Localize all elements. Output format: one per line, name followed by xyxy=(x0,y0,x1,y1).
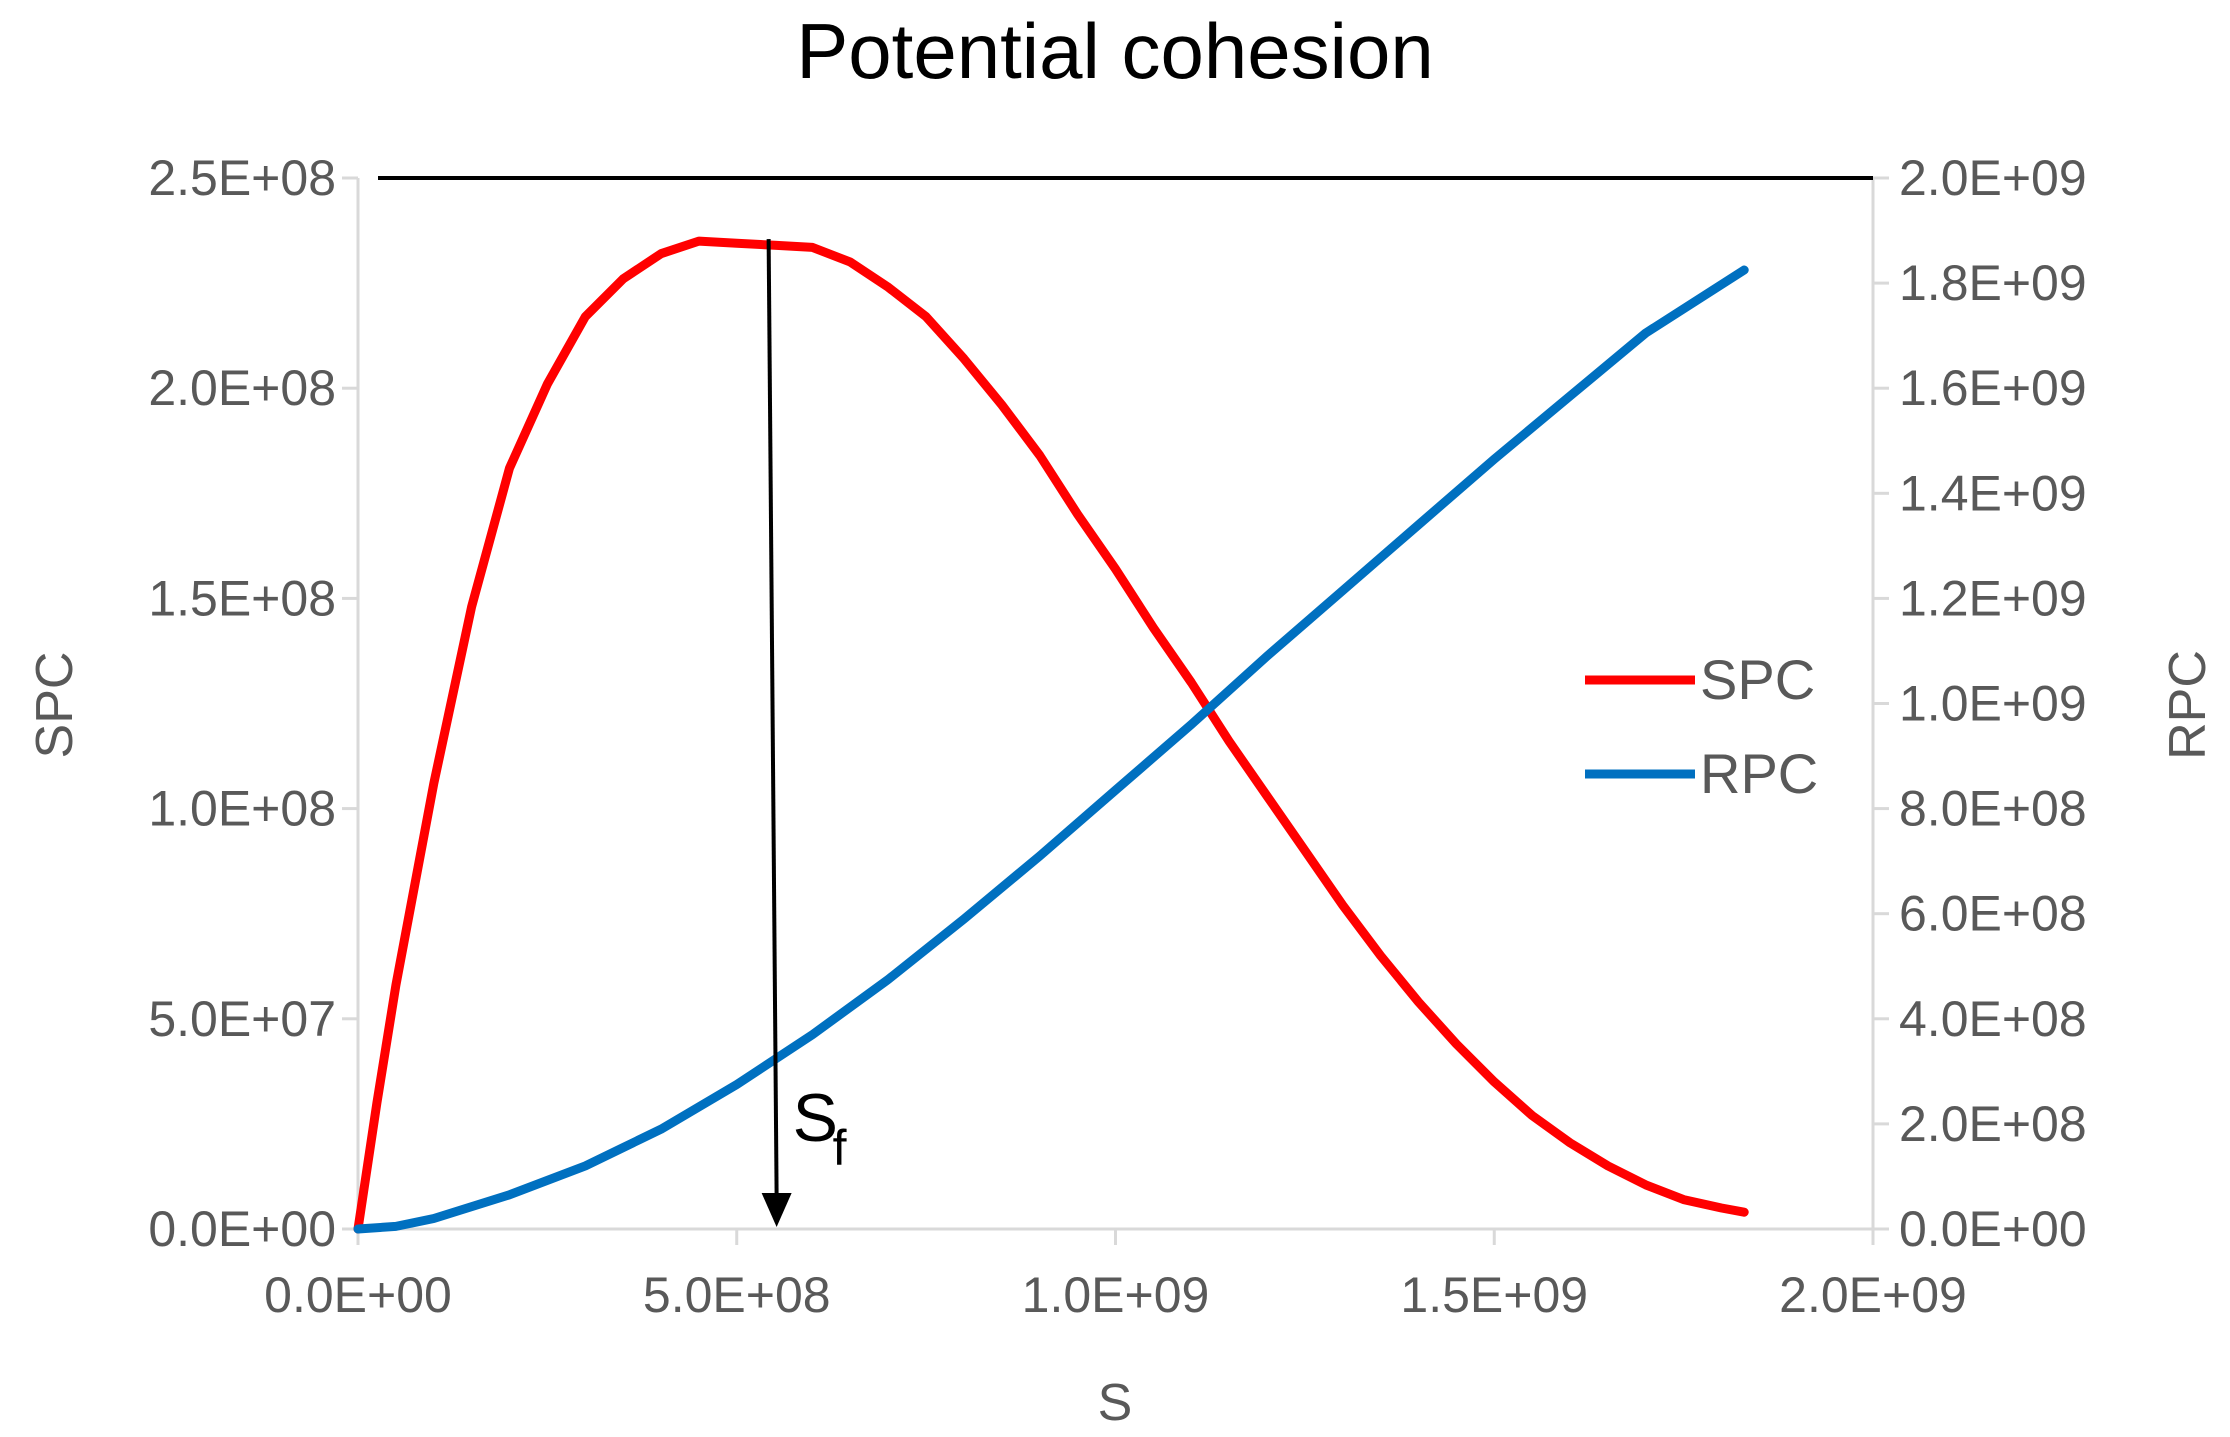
x-tick-label: 1.0E+09 xyxy=(1022,1267,1210,1323)
y2-tick-label: 8.0E+08 xyxy=(1899,781,2087,837)
y2-tick-label: 2.0E+08 xyxy=(1899,1096,2087,1152)
x-axis-label: S xyxy=(1098,1374,1133,1432)
x-tick-label: 2.0E+09 xyxy=(1779,1267,1967,1323)
y2-tick-label: 0.0E+00 xyxy=(1899,1201,2087,1257)
legend-label-spc: SPC xyxy=(1700,648,1815,711)
y2-tick-label: 4.0E+08 xyxy=(1899,991,2087,1047)
tick-labels: 0.0E+00 5.0E+08 1.0E+09 1.5E+09 2.0E+09 0.0E+… xyxy=(148,150,2086,1323)
y-tick-label: 5.0E+07 xyxy=(148,991,336,1047)
series-line-rpc xyxy=(353,265,1749,1234)
y-tick-label: 2.0E+08 xyxy=(148,360,336,416)
arrow-label-subscript: f xyxy=(833,1120,847,1176)
y-tick-label: 2.5E+08 xyxy=(148,150,336,206)
annotation-layer: Sf xyxy=(378,176,1873,1227)
y2-tick-label: 6.0E+08 xyxy=(1899,886,2087,942)
y-tick-label: 1.5E+08 xyxy=(148,570,336,626)
axes xyxy=(342,176,1889,1245)
y2-tick-label: 1.8E+09 xyxy=(1899,255,2087,311)
arrow-head xyxy=(761,1193,792,1227)
y2-tick-label: 2.0E+09 xyxy=(1899,150,2087,206)
x-tick-label: 5.0E+08 xyxy=(643,1267,831,1323)
y2-tick-label: 1.4E+09 xyxy=(1899,465,2087,521)
arrow-label: S xyxy=(793,1080,838,1156)
series-line-spc xyxy=(353,236,1749,1234)
y2-axis-label: RPC xyxy=(2159,650,2217,760)
x-tick-label: 1.5E+09 xyxy=(1400,1267,1588,1323)
legend: SPC RPC xyxy=(1585,648,1818,805)
y2-tick-label: 1.2E+09 xyxy=(1899,570,2087,626)
legend-label-rpc: RPC xyxy=(1700,742,1818,805)
y-tick-label: 0.0E+00 xyxy=(148,1201,336,1257)
y-axis-label: SPC xyxy=(26,652,84,759)
y2-tick-label: 1.6E+09 xyxy=(1899,360,2087,416)
chart-title: Potential cohesion xyxy=(796,7,1433,95)
y2-tick-label: 1.0E+09 xyxy=(1899,676,2087,732)
arrow-shaft xyxy=(766,239,779,1198)
y-tick-label: 1.0E+08 xyxy=(148,781,336,837)
x-tick-label: 0.0E+00 xyxy=(264,1267,452,1323)
series-layer xyxy=(353,236,1749,1234)
